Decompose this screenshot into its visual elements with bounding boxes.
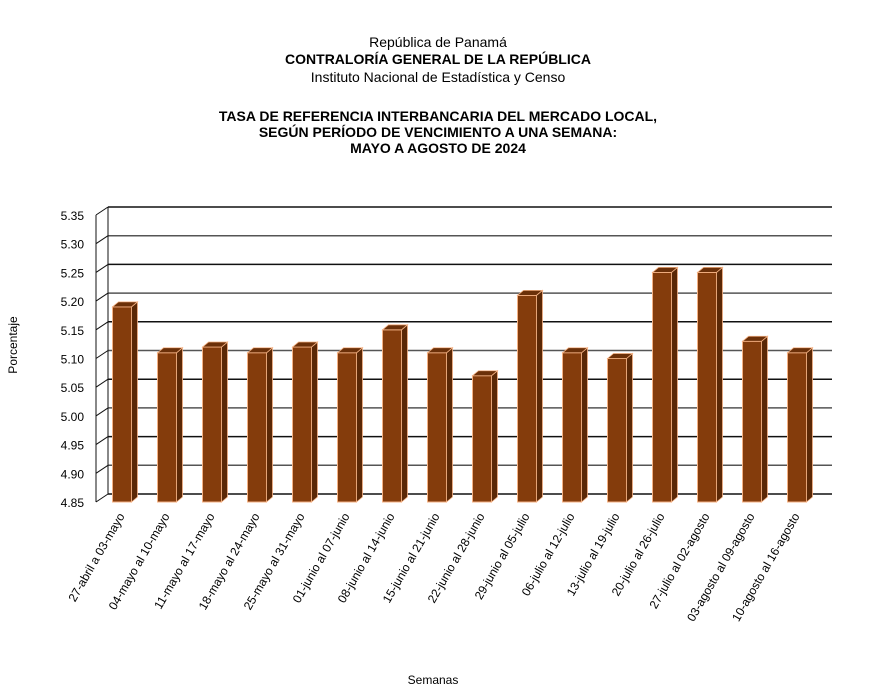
bar-side xyxy=(401,323,408,503)
bar-side xyxy=(716,266,723,503)
bar-front xyxy=(202,346,222,503)
bar xyxy=(111,300,139,503)
bar-side xyxy=(266,346,273,503)
y-tick-label: 5.10 xyxy=(61,353,85,367)
bar-top xyxy=(786,347,814,354)
bar xyxy=(696,266,724,503)
bar-top xyxy=(561,347,589,354)
bar-front xyxy=(562,352,582,503)
bar-top xyxy=(336,347,364,354)
gridline-depth xyxy=(95,407,109,417)
bar-front xyxy=(292,346,312,503)
bar xyxy=(201,341,229,503)
bar-side xyxy=(311,341,318,503)
y-tick-label: 5.00 xyxy=(61,410,85,424)
bar-top xyxy=(201,341,229,348)
header-institute: Instituto Nacional de Estadística y Cens… xyxy=(310,69,566,85)
bar xyxy=(246,346,274,503)
y-tick-label: 4.85 xyxy=(61,496,85,510)
bar-side xyxy=(536,289,543,503)
bar xyxy=(156,346,184,503)
bar xyxy=(291,341,319,503)
bar-front xyxy=(607,358,627,503)
bar-side xyxy=(806,346,813,503)
x-axis-label: Semanas xyxy=(408,673,459,687)
chart-title-line2: SEGÚN PERÍODO DE VENCIMIENTO A UNA SEMAN… xyxy=(258,124,618,140)
y-tick-label: 5.05 xyxy=(61,381,85,395)
y-tick-label: 5.35 xyxy=(61,209,85,223)
bar xyxy=(426,346,454,503)
bar-front xyxy=(337,352,357,503)
bar-front xyxy=(787,352,807,503)
bar-front xyxy=(427,352,447,503)
y-tick-label: 5.25 xyxy=(61,266,85,280)
bar-side xyxy=(581,346,588,503)
bar-top xyxy=(651,266,679,273)
bar-top xyxy=(246,347,274,354)
bar-side xyxy=(131,300,138,503)
bar xyxy=(516,289,544,503)
bar-side xyxy=(491,369,498,503)
y-tick-label: 5.30 xyxy=(61,238,85,252)
y-tick-label: 4.90 xyxy=(61,467,85,481)
chart-title-line3: MAYO A AGOSTO DE 2024 xyxy=(350,140,526,156)
bar xyxy=(606,352,634,503)
gridline-depth xyxy=(95,263,109,273)
bar-front xyxy=(112,306,132,503)
header-institution: CONTRALORÍA GENERAL DE LA REPÚBLICA xyxy=(285,51,591,67)
bar xyxy=(651,266,679,503)
bar-front xyxy=(472,375,492,503)
gridline-depth xyxy=(95,292,109,302)
bar xyxy=(741,335,769,503)
bar-front xyxy=(697,271,717,503)
header-country: República de Panamá xyxy=(369,34,507,50)
bar-front xyxy=(157,352,177,503)
bar xyxy=(471,369,499,503)
bar-front xyxy=(652,271,672,503)
bar-top xyxy=(741,335,769,342)
bar-front xyxy=(742,340,762,503)
chart-title-line1: TASA DE REFERENCIA INTERBANCARIA DEL MER… xyxy=(218,108,658,124)
gridline-depth xyxy=(95,235,109,245)
bar-top xyxy=(381,324,409,331)
y-tick-label: 5.20 xyxy=(61,295,85,309)
gridline-depth xyxy=(95,378,109,388)
bar xyxy=(336,346,364,503)
bar-front xyxy=(247,352,267,503)
y-tick-label: 4.95 xyxy=(61,439,85,453)
bar xyxy=(561,346,589,503)
bar-side xyxy=(626,352,633,503)
bar xyxy=(381,323,409,503)
bar-top xyxy=(111,301,139,308)
bar-top xyxy=(471,370,499,377)
bar-top xyxy=(696,266,724,273)
bar xyxy=(786,346,814,503)
bar-top xyxy=(291,341,319,348)
gridline-depth xyxy=(95,321,109,331)
bar-side xyxy=(671,266,678,503)
bar-top xyxy=(516,289,544,296)
bar-top xyxy=(426,347,454,354)
gridline-depth xyxy=(95,436,109,446)
y-tick-label: 5.15 xyxy=(61,324,85,338)
bar-side xyxy=(446,346,453,503)
y-axis-label: Porcentaje xyxy=(6,316,20,374)
gridline-depth xyxy=(95,464,109,474)
gridline-depth xyxy=(95,350,109,359)
bar-front xyxy=(382,329,402,503)
gridline-depth xyxy=(95,493,109,503)
bar-side xyxy=(176,346,183,503)
gridline-depth xyxy=(95,206,109,216)
bar-top xyxy=(156,347,184,354)
bar-top xyxy=(606,353,634,359)
bar-side xyxy=(221,341,228,503)
bar-side xyxy=(761,335,768,503)
bar-front xyxy=(517,294,537,503)
bar-side xyxy=(356,346,363,503)
